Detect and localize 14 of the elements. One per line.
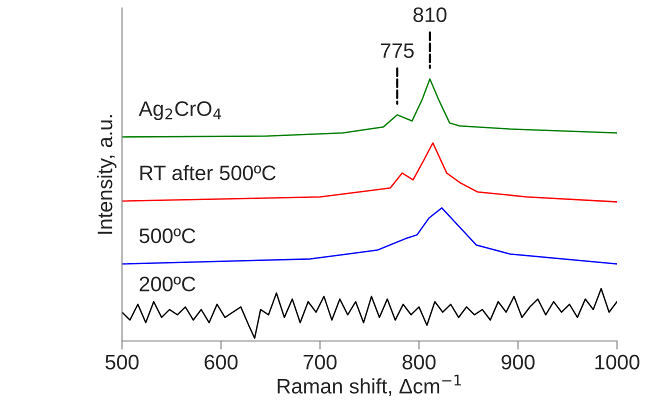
series-label: 500ºC xyxy=(140,228,196,244)
annotation: 775 xyxy=(380,43,414,58)
x-tick-label: 500 xyxy=(105,354,139,370)
x-tick-label: 800 xyxy=(402,354,436,370)
x-tick-label: 900 xyxy=(502,354,535,370)
y-axis-title: Intensity, a.u. xyxy=(97,115,116,234)
annotation: 810 xyxy=(413,7,446,22)
x-axis-title: Raman shift, Δcm$^{−1}$ xyxy=(278,374,461,396)
series-label: 200ºC xyxy=(140,276,196,292)
x-tick-label: 600 xyxy=(204,354,238,370)
series-label: RT after 500ºC xyxy=(140,165,276,180)
x-tick-label: 700 xyxy=(304,354,337,370)
x-tick-label: 1000 xyxy=(595,354,640,370)
series-label: Ag$_{2}$CrO$_{4}$ xyxy=(138,101,222,120)
